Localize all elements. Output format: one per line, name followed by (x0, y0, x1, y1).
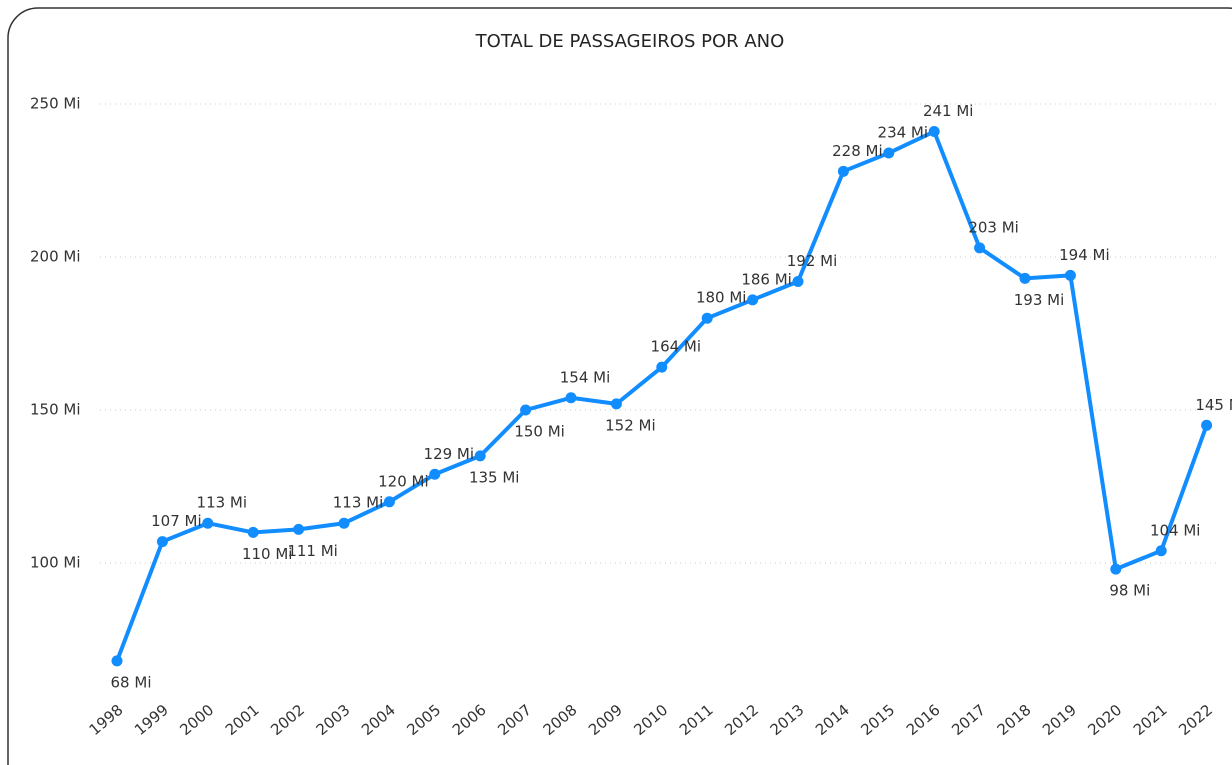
data-label: 193 Mi (1014, 291, 1065, 309)
point (610, 398, 622, 410)
data-label: 98 Mi (1109, 582, 1150, 600)
point (928, 126, 940, 138)
point (338, 517, 350, 529)
data-label: 68 Mi (111, 673, 152, 691)
point (701, 312, 713, 324)
point (1155, 545, 1167, 557)
point (974, 242, 986, 254)
y-tick-label: 200 Mi (30, 248, 81, 266)
data-label: 110 Mi (242, 545, 293, 563)
data-label: 192 Mi (787, 252, 838, 270)
point (747, 294, 759, 306)
data-label: 186 Mi (741, 270, 792, 288)
point (656, 361, 668, 373)
point (1019, 272, 1031, 284)
chart-title: TOTAL DE PASSAGEIROS POR ANO (475, 31, 785, 52)
data-label: 241 Mi (923, 102, 974, 120)
point (792, 275, 804, 287)
data-label: 164 Mi (651, 338, 702, 356)
data-label: 113 Mi (197, 494, 248, 512)
y-tick-label: 150 Mi (30, 401, 81, 419)
data-label: 203 Mi (968, 218, 1019, 236)
point (837, 165, 849, 177)
data-label: 120 Mi (378, 472, 429, 490)
point (111, 655, 123, 667)
data-label: 150 Mi (514, 423, 565, 441)
point (1064, 269, 1076, 281)
point (520, 404, 532, 416)
y-tick-label: 100 Mi (30, 554, 81, 572)
data-label: 107 Mi (151, 512, 202, 530)
data-label: 152 Mi (605, 416, 656, 434)
data-label: 113 Mi (333, 494, 384, 512)
data-label: 135 Mi (469, 468, 520, 486)
data-label: 180 Mi (696, 289, 747, 307)
y-tick-label: 250 Mi (30, 95, 81, 113)
point (1110, 563, 1122, 575)
point (474, 450, 486, 462)
data-label: 111 Mi (287, 542, 338, 560)
data-label: 145 Mi (1195, 396, 1232, 414)
data-label: 228 Mi (832, 142, 883, 160)
data-label: 194 Mi (1059, 246, 1110, 264)
data-label: 129 Mi (424, 445, 475, 463)
point (202, 517, 214, 529)
data-label: 234 Mi (878, 123, 929, 141)
card-frame (7, 7, 1232, 765)
point (883, 147, 895, 159)
point (565, 392, 577, 404)
data-label: 154 Mi (560, 368, 611, 386)
point (247, 526, 259, 538)
point (156, 536, 168, 548)
data-label: 104 Mi (1150, 521, 1201, 539)
point (429, 468, 441, 480)
point (383, 496, 395, 508)
point (293, 523, 305, 535)
point (1201, 419, 1213, 431)
